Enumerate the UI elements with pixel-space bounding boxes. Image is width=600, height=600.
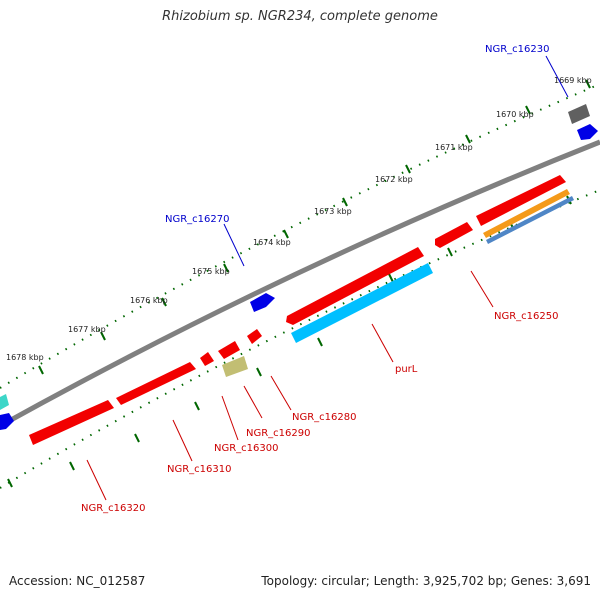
gene-NGR_c16290[interactable]: [218, 341, 240, 359]
label-NGR_c16320: NGR_c16320: [81, 503, 146, 514]
label-purL: purL: [395, 364, 418, 375]
label-NGR_c16300: NGR_c16300: [214, 443, 279, 454]
gene-NGR_c16310[interactable]: [116, 362, 196, 405]
upper-tick-track: [0, 83, 600, 389]
gene-NGR_c16300-olive[interactable]: [222, 356, 248, 377]
gene-NGR_c16270[interactable]: [250, 293, 275, 312]
label-NGR_c16280: NGR_c16280: [292, 412, 357, 423]
genome-backbone: [0, 139, 600, 429]
kbp-label: 1675 kbp: [192, 267, 230, 276]
map-title: Rhizobium sp. NGR234, complete genome: [162, 9, 438, 24]
genome-summary: Topology: circular; Length: 3,925,702 bp…: [261, 574, 591, 588]
gene-blue-right[interactable]: [577, 124, 598, 140]
gene-red-short[interactable]: [435, 222, 473, 248]
kbp-label: 1673 kbp: [314, 207, 352, 216]
gene-purL[interactable]: [291, 263, 433, 343]
label-NGR_c16310: NGR_c16310: [167, 464, 232, 475]
gene-NGR_c16320[interactable]: [29, 400, 114, 445]
kbp-label: 1672 kbp: [375, 175, 413, 184]
kbp-label: 1678 kbp: [6, 353, 44, 362]
gene-steelblue[interactable]: [486, 196, 574, 244]
kbp-label: 1670 kbp: [496, 110, 534, 119]
gene-teal-left[interactable]: [0, 394, 9, 410]
label-NGR_c16230: NGR_c16230: [485, 44, 550, 55]
label-leaders: [86, 55, 569, 501]
gene-red-long[interactable]: [286, 247, 424, 325]
gene-NGR_c16280[interactable]: [247, 329, 262, 344]
label-NGR_c16290: NGR_c16290: [246, 428, 311, 439]
kbp-label: 1677 kbp: [68, 325, 106, 334]
accession-label: Accession: NC_012587: [9, 574, 146, 588]
label-NGR_c16270: NGR_c16270: [165, 214, 230, 225]
gene-orange[interactable]: [483, 189, 570, 238]
kbp-label: 1669 kbp: [554, 76, 592, 85]
kbp-label: 1671 kbp: [435, 143, 473, 152]
upper-major-ticks: [38, 79, 591, 375]
kbp-label: 1676 kbp: [130, 296, 168, 305]
label-NGR_c16250: NGR_c16250: [494, 311, 559, 322]
gene-red-right-upper[interactable]: [476, 175, 566, 226]
gene-NGR_c16230-gray[interactable]: [568, 104, 590, 124]
gene-small-red[interactable]: [200, 352, 214, 366]
kbp-label: 1674 kbp: [253, 238, 291, 247]
gene-blue-left[interactable]: [0, 413, 14, 430]
